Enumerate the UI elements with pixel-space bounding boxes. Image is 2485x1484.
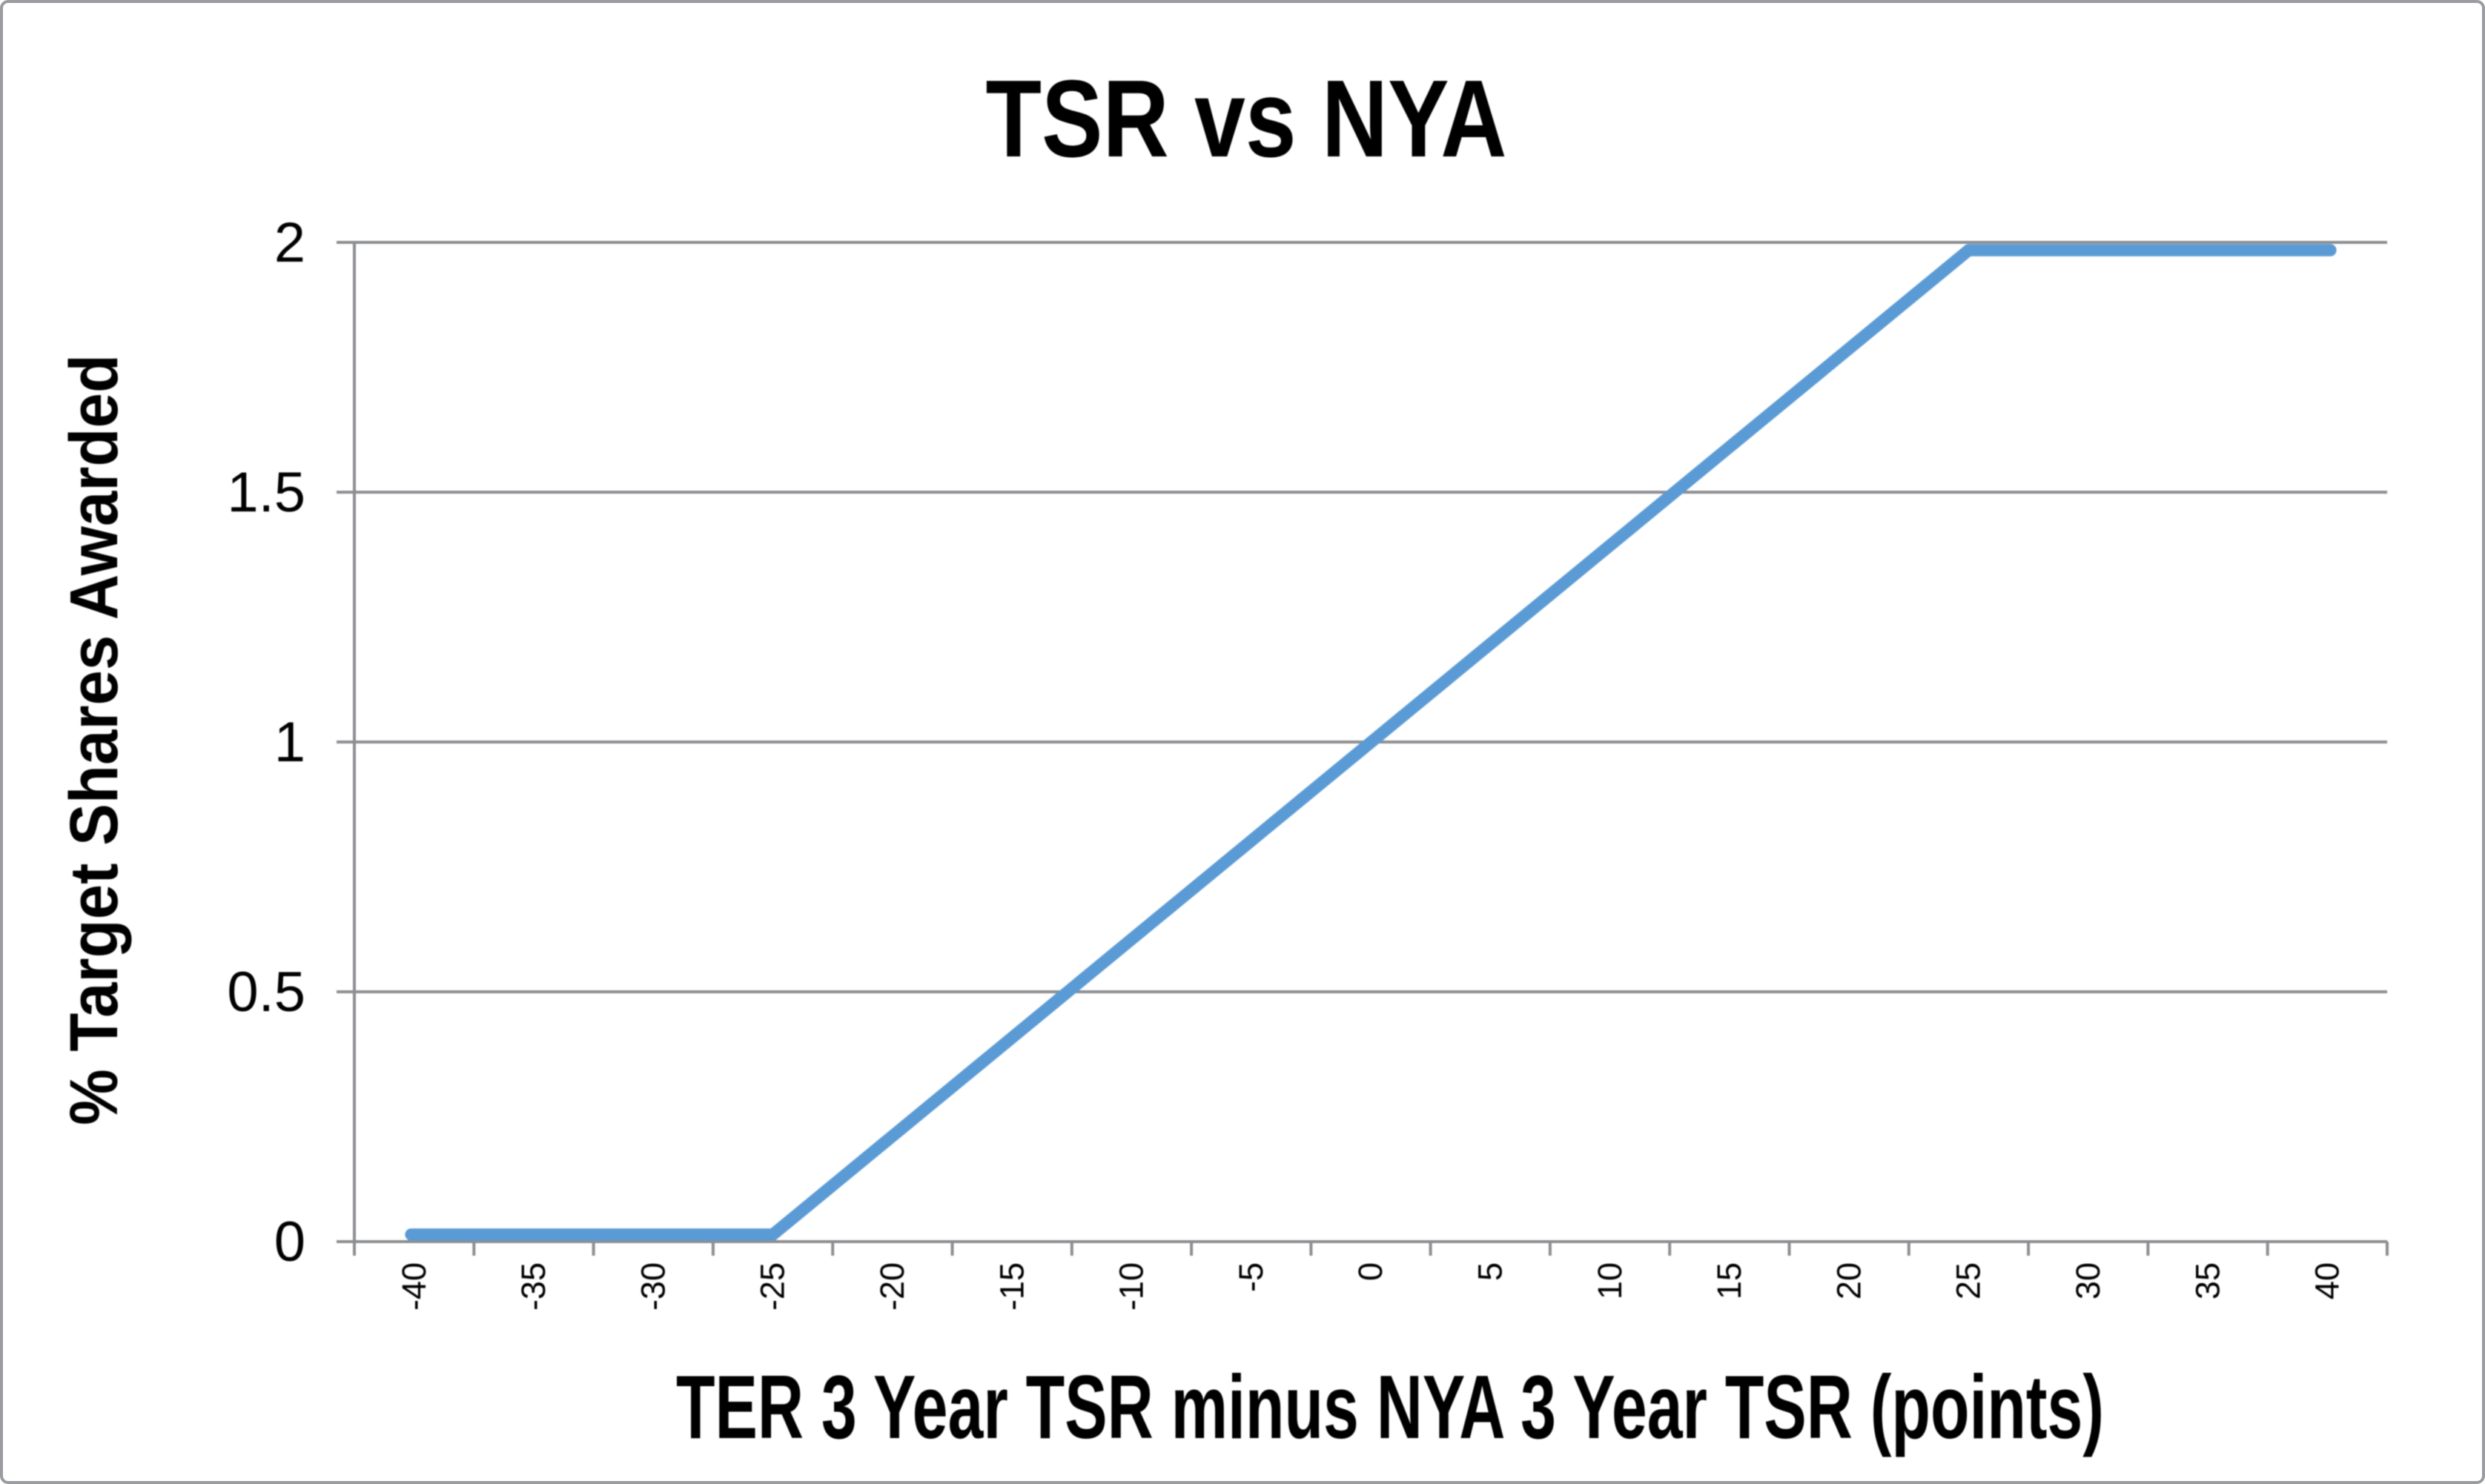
svg-text:-40: -40: [395, 1262, 433, 1311]
svg-text:40: 40: [2309, 1262, 2346, 1299]
svg-text:20: 20: [1830, 1262, 1867, 1299]
svg-text:0: 0: [1351, 1262, 1389, 1281]
svg-text:-25: -25: [754, 1262, 792, 1311]
svg-text:10: 10: [1591, 1262, 1629, 1299]
svg-text:-5: -5: [1232, 1262, 1270, 1292]
svg-text:25: 25: [1950, 1262, 1988, 1299]
svg-text:2: 2: [274, 211, 305, 274]
svg-text:% Target Shares Awarded: % Target Shares Awarded: [56, 354, 132, 1125]
svg-text:0: 0: [274, 1210, 305, 1273]
svg-text:35: 35: [2188, 1262, 2226, 1299]
svg-text:-30: -30: [634, 1262, 672, 1311]
svg-text:5: 5: [1472, 1262, 1509, 1281]
svg-text:TER 3 Year TSR minus NYA 3 Yea: TER 3 Year TSR minus NYA 3 Year TSR (poi…: [676, 1357, 2104, 1457]
svg-text:1: 1: [274, 711, 305, 774]
svg-text:1.5: 1.5: [227, 461, 305, 524]
svg-text:-10: -10: [1113, 1262, 1151, 1311]
svg-text:0.5: 0.5: [227, 961, 305, 1024]
svg-text:TSR vs NYA: TSR vs NYA: [986, 58, 1507, 180]
svg-text:30: 30: [2069, 1262, 2107, 1299]
svg-text:15: 15: [1710, 1262, 1748, 1299]
svg-text:-35: -35: [514, 1262, 552, 1311]
svg-text:-20: -20: [873, 1262, 911, 1311]
svg-text:-15: -15: [993, 1262, 1030, 1311]
